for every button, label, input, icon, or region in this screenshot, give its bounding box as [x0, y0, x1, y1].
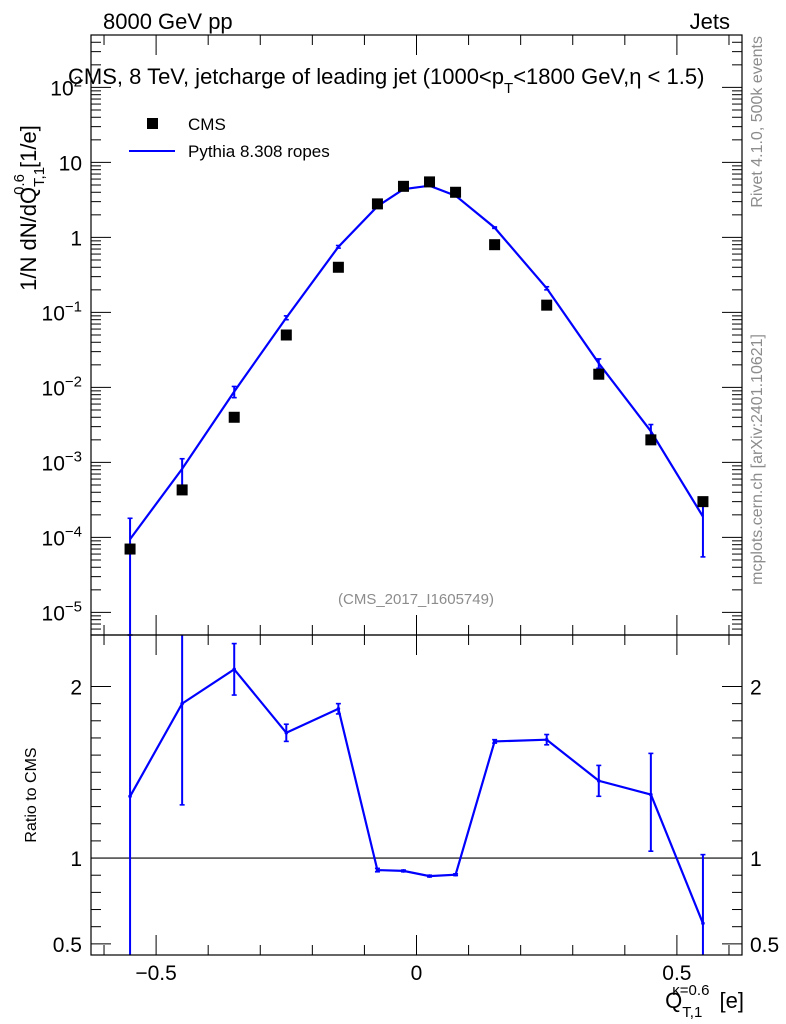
y-tick-label: 10−3 — [42, 448, 82, 475]
y-tick-label: 102 — [50, 73, 82, 100]
data-point-cms — [371, 198, 383, 210]
ratio-point — [492, 739, 497, 744]
ratio-y-tick-label: 0.5 — [53, 934, 82, 957]
data-point-cms — [397, 180, 409, 192]
header-energy: 8000 GeV pp — [103, 9, 233, 34]
x-tick-label: −0.5 — [135, 962, 176, 985]
data-point-cms — [645, 434, 657, 446]
legend-label-cms: CMS — [188, 115, 226, 134]
data-point-cms — [176, 484, 188, 496]
data-point-cms — [280, 329, 292, 341]
ratio-point — [453, 872, 458, 877]
ratio-y-tick-label: 2 — [70, 676, 82, 699]
ratio-point — [544, 737, 549, 742]
data-point-cms — [332, 261, 344, 273]
ratio-axis-ticks: −0.5 0 0.5 0.5 0.5 1 1 2 2 — [53, 635, 779, 985]
ratio-point — [401, 869, 406, 873]
legend-label-pythia: Pythia 8.308 ropes — [188, 142, 330, 161]
ratio-plot-frame — [90, 634, 743, 956]
data-point-cms — [593, 368, 605, 380]
ratio-point — [701, 921, 705, 926]
ratio-point — [375, 868, 380, 872]
ratio-plot-marks — [91, 635, 742, 955]
ratio-point — [180, 701, 184, 706]
main-plot-marks — [124, 176, 709, 636]
y-tick-label: 1 — [70, 227, 82, 250]
mcplots-label: mcplots.cern.ch [arXiv:2401.10621] — [749, 334, 766, 585]
x-axis-title: QT,1κ=0.6 [e] — [665, 982, 744, 1021]
x-tick-label: 0.5 — [662, 962, 691, 985]
ratio-point — [232, 667, 237, 672]
ratio-point — [427, 874, 432, 878]
mc-curve — [129, 184, 704, 540]
ratio-point — [284, 731, 289, 735]
ratio-y-axis-title: Ratio to CMS — [23, 747, 40, 842]
plot-title: CMS, 8 TeV, jetcharge of leading jet (10… — [68, 64, 704, 97]
legend: CMS Pythia 8.308 ropes — [129, 115, 330, 161]
y-tick-label: 10−4 — [42, 523, 82, 550]
y-tick-label: 10−2 — [42, 373, 82, 400]
x-tick-label: 0 — [411, 962, 423, 985]
ratio-point — [336, 706, 341, 711]
data-point-cms — [489, 239, 501, 251]
ratio-y-tick-label-right: 2 — [750, 676, 762, 699]
data-point-cms — [124, 543, 136, 555]
ratio-y-tick-label: 1 — [70, 848, 82, 871]
data-point-cms — [697, 496, 709, 508]
main-axis-ticks: 10−5 10−4 10−3 10−2 10−1 1 10 102 — [42, 34, 742, 635]
y-tick-label: 10−5 — [42, 598, 82, 625]
ratio-y-tick-label-right: 1 — [750, 848, 762, 871]
ratio-point — [649, 792, 653, 797]
analysis-id: (CMS_2017_I1605749) — [338, 591, 494, 608]
header-category: Jets — [690, 9, 730, 34]
data-point-cms — [424, 176, 436, 188]
data-point-cms — [541, 299, 553, 311]
ratio-point — [596, 779, 601, 783]
ratio-point — [128, 794, 132, 799]
ratio-y-tick-label-right: 0.5 — [750, 934, 779, 957]
ratio-curve — [129, 667, 704, 924]
legend-marker-cms — [147, 118, 158, 129]
data-point-cms — [450, 186, 462, 198]
main-y-axis-title: 1/N dN/dQT,10.6 [1/e] — [11, 125, 48, 291]
data-point-cms — [228, 411, 240, 423]
rivet-label: Rivet 4.1.0, 500k events — [749, 36, 766, 208]
y-tick-label: 10−1 — [42, 298, 82, 325]
y-tick-label: 10 — [59, 152, 82, 175]
